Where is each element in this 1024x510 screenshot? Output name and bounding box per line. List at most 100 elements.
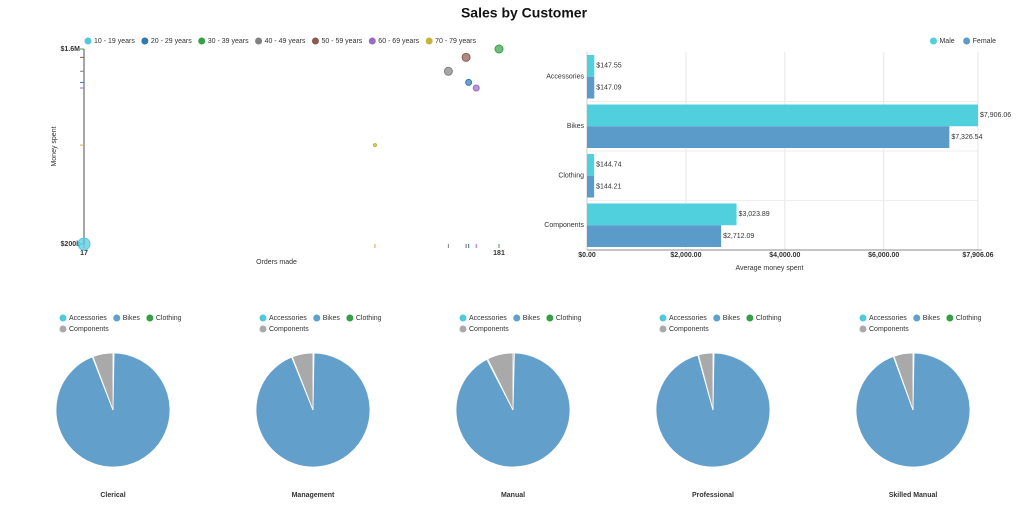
legend-marker	[84, 37, 92, 45]
legend-marker	[929, 37, 937, 45]
point	[472, 84, 480, 92]
legend-label: Accessories	[469, 315, 507, 322]
pie-title: Skilled Manual	[889, 492, 938, 499]
legend-label: Accessories	[269, 315, 307, 322]
value-label: $147.09	[596, 84, 621, 91]
bar	[587, 154, 595, 176]
x-tick-label: $4,000.00	[769, 252, 800, 259]
legend-marker	[313, 314, 321, 322]
value-label: $3,023.89	[739, 211, 770, 218]
x-axis-title: Orders made	[256, 259, 297, 266]
x-tick-label: $2,000.00	[670, 252, 701, 259]
legend-marker	[459, 314, 467, 322]
page-title: Sales by Customer	[461, 5, 588, 21]
y-axis-title: Money spent	[51, 126, 58, 166]
point	[77, 237, 91, 251]
pie-slice	[893, 352, 914, 411]
legend-marker	[259, 325, 267, 333]
x-tick-label: $7,906.06	[962, 252, 993, 259]
legend-marker	[746, 314, 754, 322]
x-tick-label: $6,000.00	[868, 252, 899, 259]
legend-label: Accessories	[869, 315, 907, 322]
legend-label: Clothing	[956, 315, 982, 322]
legend-label: 20 - 29 years	[151, 38, 192, 45]
legend-marker	[146, 314, 154, 322]
value-label: $7,326.54	[951, 134, 982, 141]
legend-marker	[859, 325, 867, 333]
legend-marker	[546, 314, 554, 322]
legend-label: Clothing	[156, 315, 182, 322]
point	[465, 78, 473, 86]
legend-label: Bikes	[523, 315, 541, 322]
pie-slice	[55, 352, 171, 468]
legend-marker	[513, 314, 521, 322]
legend-label: Components	[269, 326, 309, 333]
legend-marker	[659, 314, 667, 322]
value-label: $147.55	[596, 63, 621, 70]
legend-marker	[311, 37, 319, 45]
legend-marker	[113, 314, 121, 322]
point	[461, 52, 471, 62]
x-tick-label: $0.00	[578, 252, 596, 259]
point	[494, 44, 504, 54]
legend-marker	[346, 314, 354, 322]
legend-label: Components	[69, 326, 109, 333]
legend-label: Accessories	[69, 315, 107, 322]
legend-label: 30 - 39 years	[208, 38, 249, 45]
legend-marker	[59, 314, 67, 322]
pie-title: Management	[292, 492, 335, 499]
pie-slice	[92, 352, 114, 411]
pie-slice	[855, 352, 971, 468]
point	[443, 66, 453, 76]
y-tick-label: Components	[544, 222, 584, 229]
legend-label: Components	[469, 326, 509, 333]
legend-marker	[713, 314, 721, 322]
bar	[587, 126, 950, 148]
legend-label: Male	[939, 38, 954, 45]
legend-label: 60 - 69 years	[378, 38, 419, 45]
y-tick-label: Accessories	[546, 74, 584, 81]
pie-slice	[291, 352, 314, 411]
legend-marker	[198, 37, 206, 45]
bar	[587, 76, 595, 99]
legend-marker	[255, 37, 263, 45]
y-tick-label: $1.6M	[61, 46, 81, 53]
pie-slice	[455, 352, 571, 468]
bar	[587, 175, 595, 198]
pie-slice	[487, 352, 514, 411]
value-label: $7,906.06	[980, 112, 1011, 119]
x-tick-label: 181	[493, 250, 505, 257]
value-label: $144.21	[596, 183, 621, 190]
legend-label: Bikes	[323, 315, 341, 322]
pie-title: Professional	[692, 492, 734, 499]
legend-label: Clothing	[356, 315, 382, 322]
pie-slice	[697, 352, 714, 411]
bar	[587, 55, 595, 77]
legend-label: 10 - 19 years	[94, 38, 135, 45]
legend-marker	[659, 325, 667, 333]
pie-title: Clerical	[100, 492, 125, 499]
value-label: $2,712.09	[723, 233, 754, 240]
bar	[587, 203, 737, 226]
bar	[587, 104, 978, 127]
legend-label: Bikes	[723, 315, 741, 322]
legend-marker	[368, 37, 376, 45]
x-tick-label: 17	[80, 250, 88, 257]
legend-label: 50 - 59 years	[321, 38, 362, 45]
legend-label: Components	[669, 326, 709, 333]
legend-marker	[963, 37, 971, 45]
legend-label: Clothing	[556, 315, 582, 322]
point	[373, 143, 378, 148]
legend-marker	[913, 314, 921, 322]
y-tick-label: $200k	[61, 241, 81, 248]
legend-label: Clothing	[756, 315, 782, 322]
legend-marker	[259, 314, 267, 322]
legend-label: 70 - 79 years	[435, 38, 476, 45]
legend-label: Bikes	[123, 315, 141, 322]
y-tick-label: Clothing	[558, 173, 584, 180]
legend-marker	[141, 37, 149, 45]
y-tick-label: Bikes	[567, 123, 585, 130]
x-axis-title: Average money spent	[736, 265, 804, 272]
legend-marker	[425, 37, 433, 45]
legend-label: Components	[869, 326, 909, 333]
